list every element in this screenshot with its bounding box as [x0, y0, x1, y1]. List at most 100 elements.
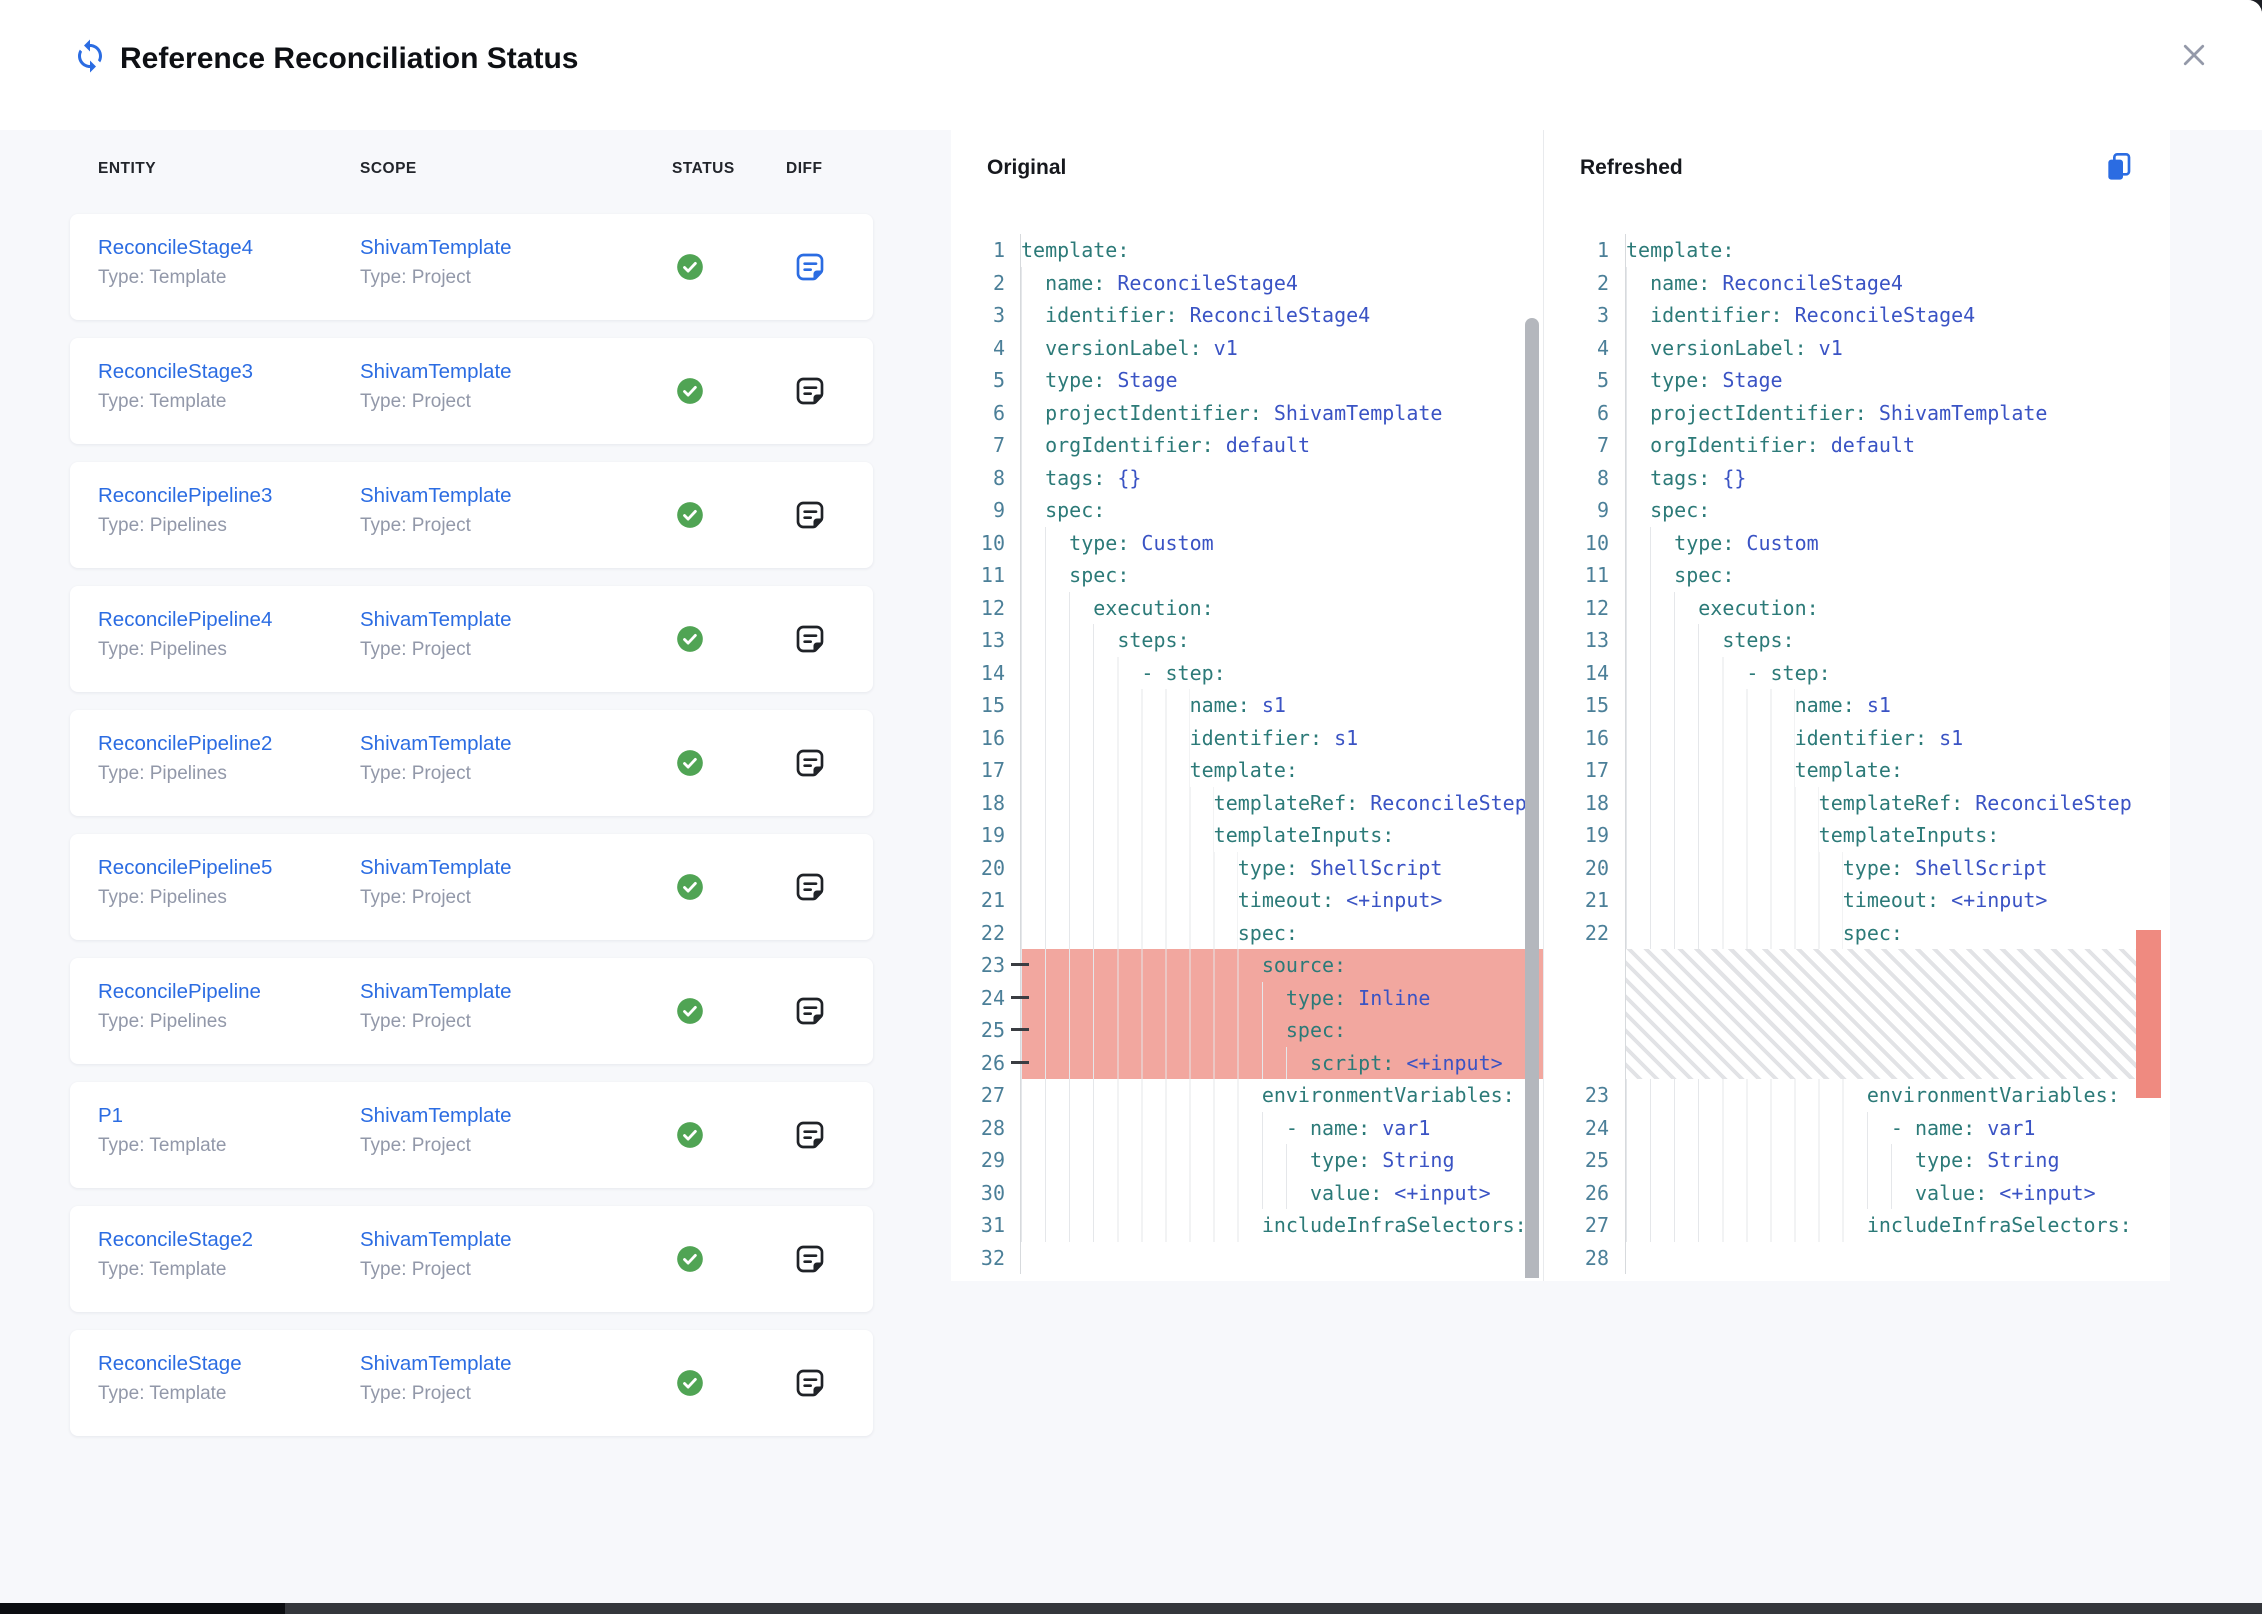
code-line: 2 name: ReconcileStage4: [951, 266, 1543, 299]
scope-link[interactable]: ShivamTemplate: [360, 856, 512, 879]
entity-cell: P1 Type: Template: [98, 1104, 227, 1157]
scope-link[interactable]: ShivamTemplate: [360, 608, 512, 631]
entity-link[interactable]: ReconcilePipeline4: [98, 608, 273, 631]
close-icon: [2179, 44, 2209, 73]
diff-button[interactable]: [792, 870, 828, 906]
page-title: Reference Reconciliation Status: [120, 42, 579, 75]
scope-type: Type: Project: [360, 639, 471, 660]
code-line: 7 orgIdentifier: default: [1560, 429, 2136, 462]
diff-button[interactable]: [792, 622, 828, 658]
code-line: 24 type: Inline: [951, 981, 1543, 1014]
entity-type: Type: Pipelines: [98, 639, 227, 660]
status-success-icon: [676, 253, 704, 281]
table-row: ReconcilePipeline3 Type: Pipelines Shiva…: [70, 462, 873, 568]
diff-button[interactable]: [792, 498, 828, 534]
diff-overview-ruler: [2136, 220, 2161, 1278]
scope-link[interactable]: ShivamTemplate: [360, 484, 512, 507]
code-line: 8 tags: {}: [951, 461, 1543, 494]
diff-note-icon: [794, 749, 826, 782]
sync-icon: [72, 38, 108, 74]
diff-button[interactable]: [792, 374, 828, 410]
entity-link[interactable]: ReconcileStage3: [98, 360, 253, 383]
pane-divider: [1543, 130, 1544, 1281]
code-line: 10 type: Custom: [951, 526, 1543, 559]
entity-cell: ReconcileStage2 Type: Template: [98, 1228, 253, 1281]
code-line: 1 template:: [1560, 234, 2136, 267]
diff-note-icon: [794, 625, 826, 658]
original-code-editor[interactable]: 1 template: 2 name: ReconcileStage4 3 identif…: [951, 220, 1543, 1278]
scope-link[interactable]: ShivamTemplate: [360, 1104, 512, 1127]
code-line: 25 spec:: [951, 1014, 1543, 1047]
code-line: 9 spec:: [1560, 494, 2136, 527]
scope-cell: ShivamTemplate Type: Project: [360, 1352, 512, 1405]
refreshed-code-editor[interactable]: 1 template: 2 name: ReconcileStage4 3 identif…: [1560, 220, 2136, 1278]
status-success-icon: [676, 501, 704, 529]
code-line: 13 steps:: [1560, 624, 2136, 657]
entity-cell: ReconcilePipeline3 Type: Pipelines: [98, 484, 272, 537]
code-line: 16 identifier: s1: [1560, 721, 2136, 754]
scope-type: Type: Project: [360, 887, 471, 908]
entity-type: Type: Template: [98, 1135, 227, 1156]
entity-link[interactable]: ReconcileStage4: [98, 236, 253, 259]
code-line: 14- step:: [1560, 656, 2136, 689]
diff-button[interactable]: [792, 746, 828, 782]
column-header-entity: ENTITY: [98, 160, 157, 177]
code-line: 30 value: <+input>: [951, 1176, 1543, 1209]
table-row: ReconcilePipeline2 Type: Pipelines Shiva…: [70, 710, 873, 816]
diff-overview-marker: [2136, 930, 2161, 1098]
scope-link[interactable]: ShivamTemplate: [360, 236, 512, 259]
code-line: 8 tags: {}: [1560, 461, 2136, 494]
original-pane-label: Original: [987, 156, 1067, 179]
entity-link[interactable]: ReconcilePipeline2: [98, 732, 273, 755]
entity-link[interactable]: ReconcileStage: [98, 1352, 242, 1375]
copy-button[interactable]: [2097, 148, 2141, 188]
scope-type: Type: Project: [360, 515, 471, 536]
code-line: 4 versionLabel: v1: [951, 331, 1543, 364]
entity-link[interactable]: ReconcileStage2: [98, 1228, 253, 1251]
scope-link[interactable]: ShivamTemplate: [360, 980, 512, 1003]
status-success-icon: [676, 377, 704, 405]
diff-button[interactable]: [792, 1242, 828, 1278]
diff-button[interactable]: [792, 994, 828, 1030]
entity-link[interactable]: ReconcilePipeline3: [98, 484, 273, 507]
original-code-lines: 1 template: 2 name: ReconcileStage4 3 identif…: [951, 220, 1543, 1274]
code-line: 26 script: <+input>: [951, 1046, 1543, 1079]
code-line: 15 name: s1: [1560, 689, 2136, 722]
close-button[interactable]: [2172, 34, 2216, 78]
code-line: 13 steps:: [951, 624, 1543, 657]
diff-button[interactable]: [792, 250, 828, 286]
code-line: 10 type: Custom: [1560, 526, 2136, 559]
collapsed-deleted-block: [1560, 949, 2136, 1079]
code-line: 31 includeInfraSelectors:: [951, 1209, 1543, 1242]
entity-link[interactable]: ReconcilePipeline5: [98, 856, 273, 879]
diff-note-icon: [794, 1245, 826, 1278]
entity-link[interactable]: P1: [98, 1104, 124, 1127]
code-line: 12 execution:: [951, 591, 1543, 624]
column-header-scope: SCOPE: [360, 160, 417, 177]
entity-link[interactable]: ReconcilePipeline: [98, 980, 261, 1003]
code-line: 32: [951, 1241, 1543, 1274]
code-line: 19 templateInputs:: [1560, 819, 2136, 852]
status-success-icon: [676, 749, 704, 777]
code-line: 5 type: Stage: [1560, 364, 2136, 397]
scope-type: Type: Project: [360, 763, 471, 784]
scope-link[interactable]: ShivamTemplate: [360, 732, 512, 755]
entity-cell: ReconcilePipeline2 Type: Pipelines: [98, 732, 272, 785]
scope-link[interactable]: ShivamTemplate: [360, 1352, 512, 1375]
entity-type: Type: Template: [98, 267, 227, 288]
scope-link[interactable]: ShivamTemplate: [360, 360, 512, 383]
code-line: 22 spec:: [1560, 916, 2136, 949]
scope-type: Type: Project: [360, 267, 471, 288]
scope-link[interactable]: ShivamTemplate: [360, 1228, 512, 1251]
table-row: ReconcileStage3 Type: Template ShivamTem…: [70, 338, 873, 444]
diff-note-icon: [794, 501, 826, 534]
diff-button[interactable]: [792, 1118, 828, 1154]
table-row: ReconcilePipeline5 Type: Pipelines Shiva…: [70, 834, 873, 940]
diff-button[interactable]: [792, 1366, 828, 1402]
code-line: 11 spec:: [1560, 559, 2136, 592]
status-success-icon: [676, 1121, 704, 1149]
code-line: 20 type: ShellScript: [951, 851, 1543, 884]
refreshed-code-lines: 1 template: 2 name: ReconcileStage4 3 identif…: [1560, 220, 2136, 1274]
dialog-header: Reference Reconciliation Status: [0, 0, 2262, 130]
original-scrollbar-thumb[interactable]: [1525, 318, 1539, 1278]
